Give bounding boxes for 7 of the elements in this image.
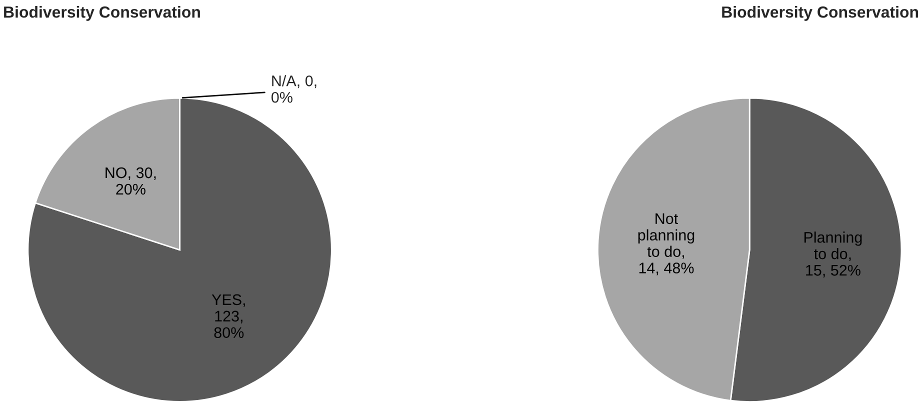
chart-title: Biodiversity Conservation <box>722 6 918 21</box>
category-label: N/A, 0, 0% <box>272 75 316 103</box>
slice-label: NO, 30, 20% <box>106 167 156 195</box>
slice-label: Not planning to do, 14, 48% <box>638 213 694 276</box>
slice-label: YES, 123, 80% <box>212 294 245 338</box>
chart-title: Biodiversity Conservation <box>4 6 200 21</box>
slice-label: Planning to do, 15, 52% <box>804 232 862 278</box>
